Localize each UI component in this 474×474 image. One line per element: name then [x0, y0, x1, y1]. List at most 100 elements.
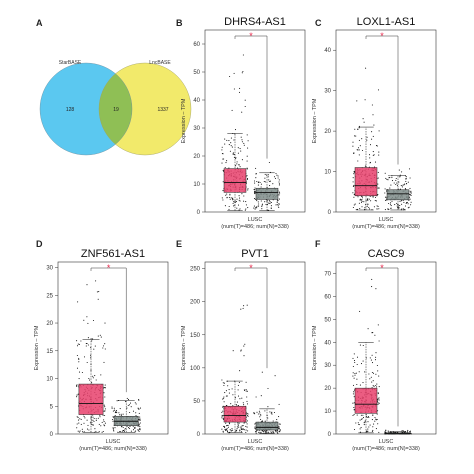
data-point — [362, 414, 364, 416]
data-point — [388, 202, 390, 205]
data-point — [112, 427, 114, 429]
data-point — [94, 345, 96, 347]
data-point — [259, 416, 261, 418]
data-point — [372, 414, 374, 416]
data-point — [93, 348, 95, 350]
data-point — [367, 199, 369, 202]
data-point — [401, 208, 403, 210]
panel-title: DHRS4-AS1 — [224, 16, 286, 28]
data-point — [222, 170, 224, 172]
data-point — [277, 175, 279, 177]
data-point — [378, 375, 380, 377]
data-point — [237, 425, 239, 427]
data-point — [357, 422, 359, 424]
data-point — [221, 197, 223, 199]
data-point — [236, 198, 238, 200]
y-tick-label: 20 — [193, 154, 200, 160]
data-point — [254, 187, 256, 189]
data-point — [237, 389, 239, 391]
data-point — [260, 186, 262, 188]
data-point — [401, 429, 403, 432]
data-point — [79, 418, 81, 420]
data-point — [371, 362, 374, 364]
data-point — [222, 414, 224, 417]
data-point — [139, 419, 141, 421]
data-point — [254, 413, 256, 415]
data-point — [224, 392, 226, 394]
data-point — [370, 200, 372, 202]
data-point — [239, 398, 241, 400]
data-point — [228, 208, 230, 210]
data-point — [270, 207, 272, 209]
data-point — [237, 147, 239, 149]
y-tick-label: 50 — [324, 317, 331, 323]
data-point — [92, 424, 94, 426]
data-point — [128, 427, 130, 430]
data-point — [366, 205, 368, 207]
data-point — [359, 310, 361, 312]
data-point — [258, 410, 260, 412]
data-point — [265, 430, 267, 432]
data-point — [76, 384, 78, 386]
data-point — [245, 389, 247, 391]
data-point — [246, 420, 248, 422]
data-point — [246, 414, 249, 417]
data-point — [276, 419, 278, 421]
significance-bracket: * — [234, 263, 268, 369]
data-point — [372, 135, 374, 137]
data-point — [122, 413, 124, 415]
data-point — [232, 153, 234, 155]
data-point — [373, 385, 375, 387]
data-point — [229, 198, 231, 200]
venn-circle-left-outline — [39, 62, 133, 156]
data-point — [364, 99, 366, 101]
data-point — [279, 431, 281, 433]
data-point — [399, 176, 401, 178]
data-point — [362, 417, 365, 419]
data-point — [355, 422, 357, 424]
data-point — [357, 160, 359, 162]
data-point — [363, 201, 365, 203]
y-tick-label: 40 — [324, 340, 331, 346]
data-point — [358, 127, 360, 129]
data-point — [269, 185, 271, 187]
data-point — [367, 430, 369, 432]
box-series-n — [111, 397, 142, 433]
x-axis-sample-sizes: (num(T)=486; num(N)=338) — [352, 224, 420, 230]
y-tick-label: 25 — [46, 293, 53, 299]
data-point — [276, 174, 278, 176]
boxplot-panel-d: D ZNF561-AS1 0 5 10 15 20 25 30 Expression – TPM L… — [34, 239, 169, 452]
panel-title: CASC9 — [368, 248, 405, 260]
data-point — [267, 387, 269, 390]
data-point — [233, 88, 235, 90]
data-point — [352, 393, 354, 395]
venn-left-count: 128 — [66, 107, 75, 113]
data-point — [384, 209, 386, 211]
data-point — [243, 429, 245, 431]
data-point — [373, 124, 375, 126]
data-point — [270, 205, 272, 207]
data-point — [352, 357, 354, 359]
data-point — [222, 398, 224, 400]
data-point — [388, 177, 390, 179]
data-point — [396, 182, 398, 184]
data-point — [76, 427, 78, 429]
data-point — [97, 335, 99, 337]
data-point — [101, 421, 103, 423]
data-point — [104, 348, 106, 350]
data-point — [225, 390, 227, 392]
data-point — [246, 160, 248, 162]
data-point — [374, 359, 377, 361]
panel-letter-b: B — [176, 18, 183, 28]
data-point — [112, 410, 114, 412]
data-point — [353, 184, 355, 186]
data-point — [86, 361, 88, 364]
data-point — [226, 431, 229, 433]
data-point — [112, 428, 114, 430]
data-point — [92, 419, 94, 421]
data-point — [239, 430, 241, 432]
data-point — [406, 430, 409, 432]
data-point — [278, 191, 280, 193]
data-point — [233, 139, 235, 141]
data-point — [77, 430, 79, 432]
